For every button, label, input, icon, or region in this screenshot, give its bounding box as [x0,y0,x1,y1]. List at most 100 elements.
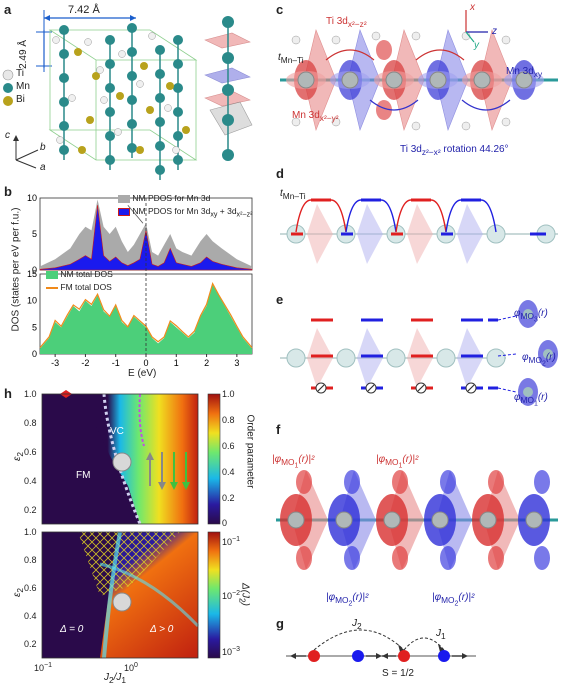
site [436,348,456,368]
density-diagram [276,470,558,570]
panel-g: g J2 J1 S = 1/2 [266,612,569,685]
mn-atom [127,23,137,33]
axis-x: x [470,2,475,13]
h-top-ytick-5: 0.2 [24,505,37,515]
mn-left-label: Mn 3dx²−y² [292,110,339,123]
cb-bottom-tick-1: 10−1 [222,536,240,547]
cb-top-tick-5: 0.2 [222,493,235,503]
cb-top-tick-6: 0 [222,518,228,528]
mn-atom [173,59,183,69]
axis-z: z [492,26,497,37]
dimension-y-label: 2.49 Å [18,40,29,69]
mn-atom [155,165,165,175]
o-atom [501,35,511,45]
ytick-label-bottom: 15 [27,269,37,279]
mn-atom [155,69,165,79]
ti-atom [164,104,172,112]
mn-atom [105,131,115,141]
panel-label: d [276,166,284,181]
panel-label: f [276,422,281,437]
h-xtick-2: 100 [124,662,138,673]
h-bottom-ytick-3: 0.6 [24,583,37,593]
o-atom [371,31,381,41]
xtick-label: 2 [204,358,209,368]
region-delta-positive: Δ > 0 [150,624,174,635]
o-atom [331,117,341,127]
mn-right-label: Mn 3dxy [506,66,543,79]
site [336,348,356,368]
panel-label: c [276,2,284,17]
mn-atom [127,71,137,81]
xtick-label: 0 [143,358,148,368]
mn-atom [173,35,183,45]
axis-y: y [474,40,479,51]
panel-c: c x y z Ti 3dx²−z² tMn–Ti Mn 3dx²−y² Mn … [266,0,569,160]
spin-label: S = 1/2 [382,668,414,679]
ti-atom [114,128,122,136]
ti-atom [96,66,104,74]
bi-atom [116,92,124,100]
region-fm: FM [76,470,91,481]
ti-top-label: Ti 3dx²−z² [326,16,367,29]
axis-a: a [40,162,46,173]
mn-atom [59,121,69,131]
legend-green: NM total DOS [46,268,113,281]
bi-atom [136,146,144,154]
dos-chart: -3 -2 -1 0 1 2 3 0 5 10 0 5 10 15 [27,193,253,368]
f-top-right: |φMO1(r)|² [376,454,419,470]
mn-atom [105,59,115,69]
bi-atom [78,146,86,154]
h-top-ytick-2: 0.8 [24,418,37,428]
xtick-label: -2 [81,358,89,368]
legend-bottom: NM total DOS FM total DOS [46,268,113,294]
ytick-label-top: 10 [27,193,37,203]
ytick-label-bottom: 10 [27,296,37,306]
bi-atom [146,106,154,114]
dos-xlabel: E (eV) [128,368,157,379]
panel-h: h [0,386,262,685]
o-atom [461,121,471,131]
bi-atom [140,62,148,70]
ytick-label-bottom: 5 [32,322,37,332]
ti-atom [84,38,92,46]
ti-atom [68,94,76,102]
h-bottom-ytick-2: 0.8 [24,555,37,565]
mn-atom [515,71,533,89]
dos-ylabel: DOS (states per eV per f.u.) [10,207,22,332]
o-atom [411,121,421,131]
h-bottom-ytick-5: 0.2 [24,639,37,649]
panel-label: a [4,2,12,17]
mn-atom [473,71,491,89]
orbital-diagram [280,10,558,131]
cb-bottom-tick-3: 10−3 [222,646,240,657]
xtick-label: -1 [112,358,120,368]
mn-atom [173,107,183,117]
j1-label: J1 [436,628,446,641]
mn-atom [297,71,315,89]
f-top-left: |φMO1(r)|² [272,454,315,470]
mn-atom [105,107,115,117]
ytick-label-top: 5 [32,229,37,239]
cb-top-tick-2: 0.8 [222,415,235,425]
bi-atom [74,48,82,56]
mn-atom [59,25,69,35]
xtick-label: 1 [174,358,179,368]
mn-atom [59,97,69,107]
o-atom [411,31,421,41]
series-nm-total-dos [40,284,252,354]
bi-atom [92,72,100,80]
mn-atom [173,83,183,93]
region-vc: VC [110,426,124,437]
panel-a: a [0,0,262,180]
ti-atom [118,50,126,58]
spin-chain [286,629,476,662]
panel-label: g [276,616,284,631]
t-mn-ti-label: tMn–Ti [278,52,304,65]
cb-top-tick-3: 0.6 [222,441,235,451]
mn-atom [127,47,137,57]
mn-atom [155,45,165,55]
h-top-ytick-3: 0.6 [24,447,37,457]
region-delta-zero: Δ = 0 [60,624,84,635]
h-xlabel: J2/J1 [104,672,127,685]
phi-mo2-label: φMO2(r) [522,352,556,368]
